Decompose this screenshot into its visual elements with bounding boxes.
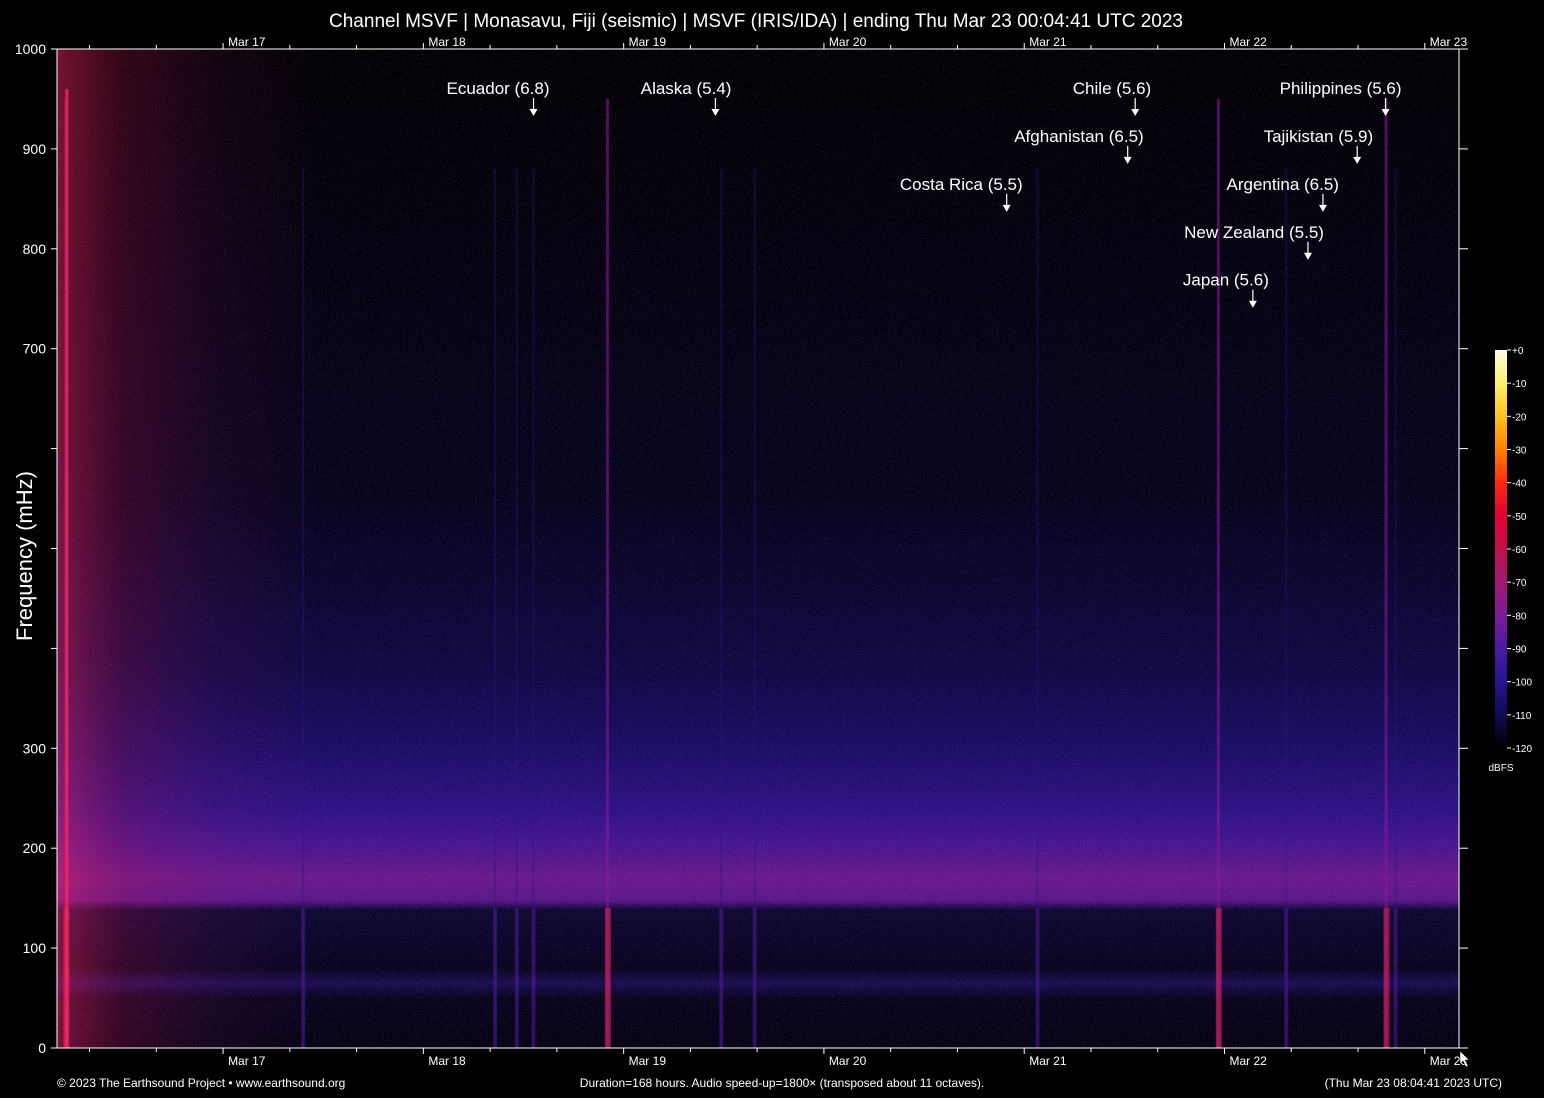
event-streak <box>605 98 609 1048</box>
colorbar-tick-label: -80 <box>1512 611 1527 622</box>
colorbar-tick-label: -70 <box>1512 578 1527 589</box>
colorbar-unit: dBFS <box>1488 763 1513 774</box>
event-streak-low <box>1215 908 1222 1048</box>
colorbar-tick-label: -120 <box>1512 744 1532 755</box>
x-tick-label-top: Mar 18 <box>428 35 466 49</box>
x-tick-label-bottom: Mar 23 <box>1430 1054 1468 1068</box>
event-streak <box>532 168 535 1048</box>
x-tick-label-top: Mar 21 <box>1029 35 1067 49</box>
x-tick-label-bottom: Mar 19 <box>629 1054 667 1068</box>
spectrogram-plot-area <box>57 49 1459 1048</box>
event-streak-low <box>1383 908 1390 1048</box>
chart-title: Channel MSVF | Monasavu, Fiji (seismic) … <box>329 11 1183 32</box>
annotation-label: Chile (5.6) <box>1073 79 1151 98</box>
colorbar-tick-label: -10 <box>1512 379 1527 390</box>
colorbar-tick-label: -50 <box>1512 512 1527 523</box>
event-streak <box>494 168 497 1048</box>
colorbar-gradient <box>1495 350 1507 748</box>
annotation-label: Argentina (6.5) <box>1227 175 1339 194</box>
x-tick-label-bottom: Mar 21 <box>1029 1054 1067 1068</box>
event-streak <box>1384 98 1388 1048</box>
x-tick-label-top: Mar 23 <box>1430 35 1468 49</box>
x-tick-label-bottom: Mar 22 <box>1229 1054 1267 1068</box>
annotation-label: Philippines (5.6) <box>1280 79 1402 98</box>
annotation-arrow-head <box>1123 156 1132 164</box>
y-tick-label: 900 <box>23 141 47 157</box>
annotation-label: Tajikistan (5.9) <box>1264 127 1374 146</box>
footer-duration: Duration=168 hours. Audio speed-up=1800×… <box>579 1076 985 1090</box>
footer-timestamp: (Thu Mar 23 08:04:41 2023 UTC) <box>1324 1076 1502 1090</box>
annotation-arrow-head <box>1353 156 1362 164</box>
annotation-label: Alaska (5.4) <box>641 79 732 98</box>
cursor-arrow-icon <box>1459 1050 1470 1068</box>
event-streak-low <box>514 908 519 1048</box>
event-streak-low <box>1284 908 1289 1048</box>
event-streak-low <box>493 908 498 1048</box>
y-tick-label: 1000 <box>15 41 46 57</box>
event-streak <box>515 168 518 1048</box>
annotation-arrow-head <box>1131 108 1140 116</box>
y-tick-label: 800 <box>23 241 47 257</box>
colorbar-tick-label: -40 <box>1512 479 1527 490</box>
event-streak <box>1036 168 1039 1048</box>
x-tick-label-bottom: Mar 17 <box>228 1054 266 1068</box>
y-tick-label: 300 <box>23 740 47 756</box>
annotation-label: Ecuador (6.8) <box>447 79 550 98</box>
event-streak-low <box>752 908 757 1048</box>
colorbar-tick-label: -110 <box>1512 711 1532 722</box>
event-streak-low <box>719 908 724 1048</box>
annotation-arrow-head <box>1318 204 1327 212</box>
event-streak <box>1285 168 1288 1048</box>
event-streak <box>720 168 723 1048</box>
annotation-label: New Zealand (5.5) <box>1184 223 1324 242</box>
colorbar-tick-label: -90 <box>1512 645 1527 656</box>
event-streak <box>1216 98 1220 1048</box>
annotation-arrow-head <box>529 108 538 116</box>
footer-credit: © 2023 The Earthsound Project • www.eart… <box>57 1076 346 1090</box>
x-tick-label-bottom: Mar 18 <box>428 1054 466 1068</box>
event-streak-low <box>1393 908 1398 1048</box>
x-tick-label-top: Mar 20 <box>829 35 867 49</box>
colorbar-tick-label: -20 <box>1512 412 1527 423</box>
annotation-arrow-head <box>1381 108 1390 116</box>
event-streak <box>753 168 756 1048</box>
annotation-arrow-head <box>711 108 720 116</box>
colorbar-tick-label: -100 <box>1512 678 1532 689</box>
x-tick-label-top: Mar 17 <box>228 35 266 49</box>
x-tick-label-top: Mar 22 <box>1229 35 1267 49</box>
event-streak-low <box>1035 908 1040 1048</box>
x-axis-ticks: Mar 17 Mar 17 Mar 18 Mar 18 Mar 19 Mar 19 Mar … <box>89 35 1468 1068</box>
colorbar-tick-label: +0 <box>1512 346 1524 357</box>
colorbar-tick-label: -30 <box>1512 446 1527 457</box>
event-streak <box>1394 168 1397 1048</box>
colorbar-ticks: +0 -10 -20 -30 -40 -50 -60 -70 -80 -90 -100 -110 -12… <box>1507 346 1532 755</box>
y-axis-ticks: 0 100 200 300 700 800 900 1000 <box>15 41 1468 1056</box>
colorbar-tick-label: -60 <box>1512 545 1527 556</box>
annotation-label: Costa Rica (5.5) <box>900 175 1023 194</box>
event-streak-low <box>604 908 611 1048</box>
annotation-arrow-head <box>1248 300 1257 308</box>
annotation-label: Afghanistan (6.5) <box>1014 127 1143 146</box>
x-tick-label-bottom: Mar 20 <box>829 1054 867 1068</box>
x-tick-label-top: Mar 19 <box>629 35 667 49</box>
event-streak-low <box>531 908 536 1048</box>
y-tick-label: 700 <box>23 341 47 357</box>
y-tick-label: 200 <box>23 840 47 856</box>
y-tick-label: 0 <box>38 1040 46 1056</box>
earthquake-annotations: Ecuador (6.8) Alaska (5.4) Chile (5.6) Phil… <box>447 79 1402 308</box>
colorbar: +0 -10 -20 -30 -40 -50 -60 -70 -80 -90 -100 -110 -12… <box>1488 346 1532 774</box>
spectrogram-onset-glow <box>57 49 317 1048</box>
annotation-arrow-head <box>1002 204 1011 212</box>
annotation-arrow-head <box>1303 252 1312 260</box>
y-tick-label: 100 <box>23 940 47 956</box>
y-axis-label: Frequency (mHz) <box>12 471 37 641</box>
annotation-label: Japan (5.6) <box>1183 271 1269 290</box>
